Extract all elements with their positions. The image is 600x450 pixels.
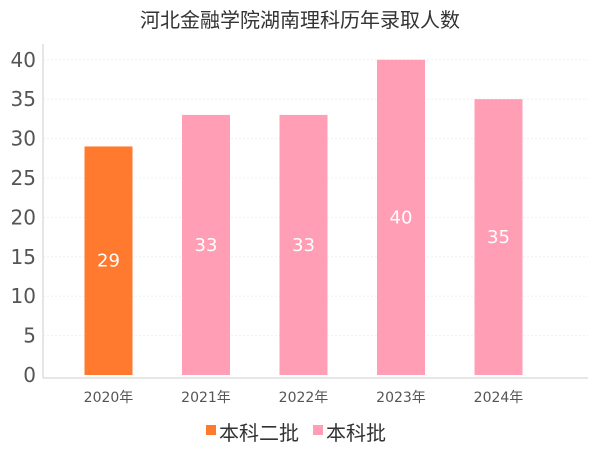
y-tick-labels: 0 5 10 15 20 25 30 35 40 [11, 48, 36, 387]
bar[interactable] [474, 99, 523, 376]
bars: 29 33 33 40 35 [84, 59, 523, 376]
bar[interactable] [182, 114, 230, 375]
y-tick-label: 40 [11, 48, 36, 72]
bar[interactable] [377, 59, 425, 376]
y-tick-label: 0 [23, 363, 36, 387]
x-tick-label: 2023年 [376, 390, 426, 406]
bar[interactable] [84, 146, 133, 375]
legend: 本科二批 本科批 [206, 421, 386, 445]
x-tick-label: 2020年 [84, 390, 134, 406]
x-tick-label: 2021年 [181, 390, 231, 406]
x-tick-label: 2022年 [279, 390, 329, 406]
y-tick-label: 5 [23, 324, 36, 348]
data-label: 29 [97, 251, 120, 272]
axes [42, 44, 588, 379]
data-label: 40 [390, 207, 413, 228]
y-tick-label: 15 [11, 245, 36, 269]
legend-label[interactable]: 本科批 [326, 421, 386, 445]
x-tick-label: 2024年 [474, 390, 524, 406]
y-tick-label: 20 [11, 205, 36, 229]
y-tick-label: 30 [11, 127, 36, 151]
bar[interactable] [279, 114, 328, 375]
chart-title: 河北金融学院湖南理科历年录取人数 [140, 8, 460, 32]
legend-swatch [313, 425, 323, 435]
data-label: 35 [487, 227, 510, 248]
y-tick-label: 10 [11, 284, 36, 308]
data-label: 33 [292, 235, 315, 256]
data-label: 33 [195, 235, 218, 256]
y-tick-label: 35 [11, 87, 36, 111]
legend-swatch [206, 425, 216, 435]
y-tick-label: 25 [11, 166, 36, 190]
legend-label[interactable]: 本科二批 [219, 421, 299, 445]
x-tick-labels: 2020年 2021年 2022年 2023年 2024年 [84, 390, 524, 406]
